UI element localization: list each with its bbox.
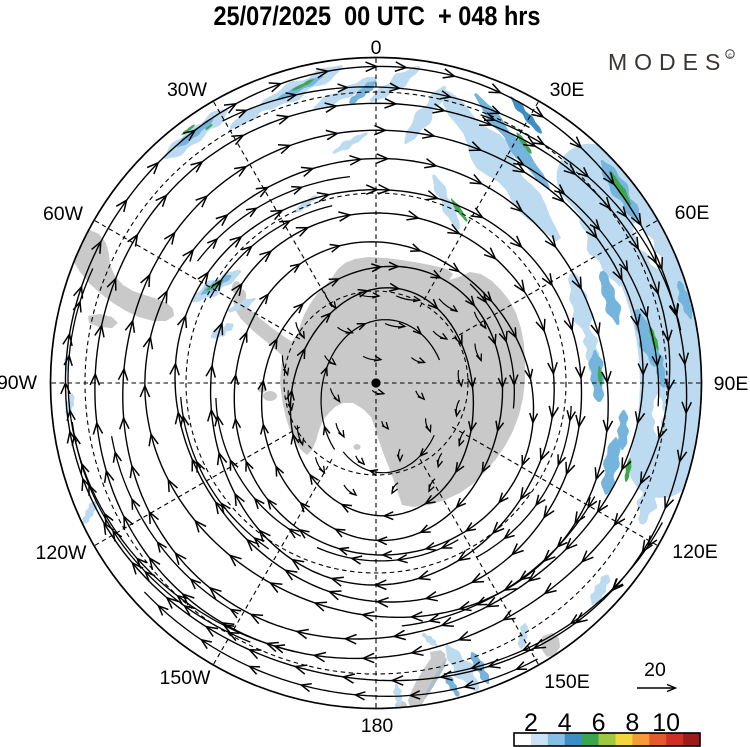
svg-text:60E: 60E [675,202,710,224]
svg-text:90E: 90E [714,373,749,395]
svg-text:30E: 30E [550,79,585,101]
svg-text:0: 0 [371,37,382,59]
svg-text:150E: 150E [544,671,590,693]
svg-text:4: 4 [558,709,572,737]
svg-text:30W: 30W [167,79,208,101]
svg-text:180: 180 [361,715,394,737]
svg-text:150W: 150W [160,667,212,689]
svg-text:25/07/2025 00 UTC + 048 hrs: 25/07/2025 00 UTC + 048 hrs [214,1,541,31]
svg-text:120E: 120E [672,541,718,563]
svg-text:8: 8 [625,709,639,737]
svg-text:2: 2 [524,709,538,737]
svg-text:6: 6 [592,709,606,737]
svg-text:120W: 120W [36,542,88,564]
svg-text:20: 20 [644,659,666,681]
svg-text:90W: 90W [0,372,38,394]
svg-text:60W: 60W [43,203,84,225]
svg-text:MODES: MODES [608,49,727,75]
svg-text:10: 10 [652,709,680,737]
svg-text:c: c [728,53,732,60]
